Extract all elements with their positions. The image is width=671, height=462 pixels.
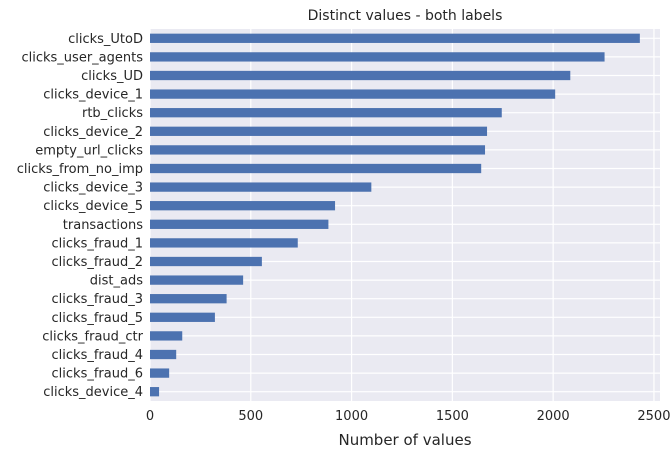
y-tick-label: clicks_fraud_1 [52, 236, 143, 251]
bar-clicks_user_agents [150, 52, 605, 62]
bar-clicks_UtoD [150, 33, 640, 43]
y-tick-label: empty_url_clicks [35, 143, 143, 158]
y-tick-label: clicks_device_3 [43, 181, 143, 196]
y-tick-label: clicks_fraud_3 [52, 292, 143, 307]
bar-clicks_fraud_1 [150, 238, 298, 248]
bar-dist_ads [150, 275, 244, 285]
x-tick-label: 0 [146, 409, 154, 424]
bar-rtb_clicks [150, 108, 502, 118]
bar-clicks_from_no_imp [150, 163, 482, 174]
bar-clicks_fraud_ctr [150, 331, 183, 341]
bars [150, 33, 640, 397]
bar-clicks_device_4 [150, 387, 160, 397]
y-tick-label: clicks_fraud_6 [52, 367, 143, 382]
y-tick-label: clicks_fraud_5 [52, 311, 143, 326]
y-tick-label: clicks_from_no_imp [17, 162, 143, 177]
bar-empty_url_clicks [150, 145, 486, 155]
bar-clicks_device_3 [150, 182, 372, 192]
x-tick-label: 500 [238, 409, 263, 424]
y-tick-label: clicks_fraud_2 [52, 255, 143, 270]
x-tick-label: 2500 [637, 409, 670, 424]
x-tick-label: 1000 [335, 409, 368, 424]
bar-clicks_device_2 [150, 126, 488, 136]
y-tick-label: clicks_fraud_ctr [42, 329, 143, 344]
bar-clicks_fraud_6 [150, 368, 170, 378]
y-tick-label: clicks_device_1 [43, 88, 143, 103]
y-tick-label: clicks_UD [81, 69, 143, 84]
y-tick-label: transactions [63, 218, 143, 233]
x-tick-label: 2000 [537, 409, 570, 424]
y-tick-label: clicks_device_2 [43, 125, 143, 140]
bar-clicks_device_5 [150, 201, 336, 211]
bar-clicks_fraud_2 [150, 256, 262, 267]
y-tick-label: clicks_user_agents [21, 50, 143, 65]
bar-transactions [150, 219, 329, 229]
plot-area [150, 29, 660, 401]
y-tick-label: clicks_UtoD [68, 32, 143, 47]
chart-title: Distinct values - both labels [308, 8, 503, 24]
bar-clicks_fraud_4 [150, 349, 177, 360]
y-tick-label: clicks_device_4 [43, 385, 143, 400]
y-tick-label: rtb_clicks [82, 106, 143, 121]
x-tick-labels: 0 500 1000 1500 2000 2500 [146, 409, 671, 424]
x-axis-label: Number of values [338, 431, 471, 449]
y-tick-labels: clicks_UtoD clicks_user_agents clicks_UDcl… [17, 32, 144, 400]
bar-clicks_fraud_3 [150, 294, 227, 304]
x-tick-label: 1500 [436, 409, 469, 424]
bar-clicks_UD [150, 70, 571, 81]
y-tick-label: clicks_device_5 [43, 199, 143, 214]
bar-clicks_fraud_5 [150, 312, 215, 322]
bar-clicks_device_1 [150, 89, 556, 99]
y-tick-label: dist_ads [90, 274, 143, 289]
y-tick-label: clicks_fraud_4 [52, 348, 143, 363]
